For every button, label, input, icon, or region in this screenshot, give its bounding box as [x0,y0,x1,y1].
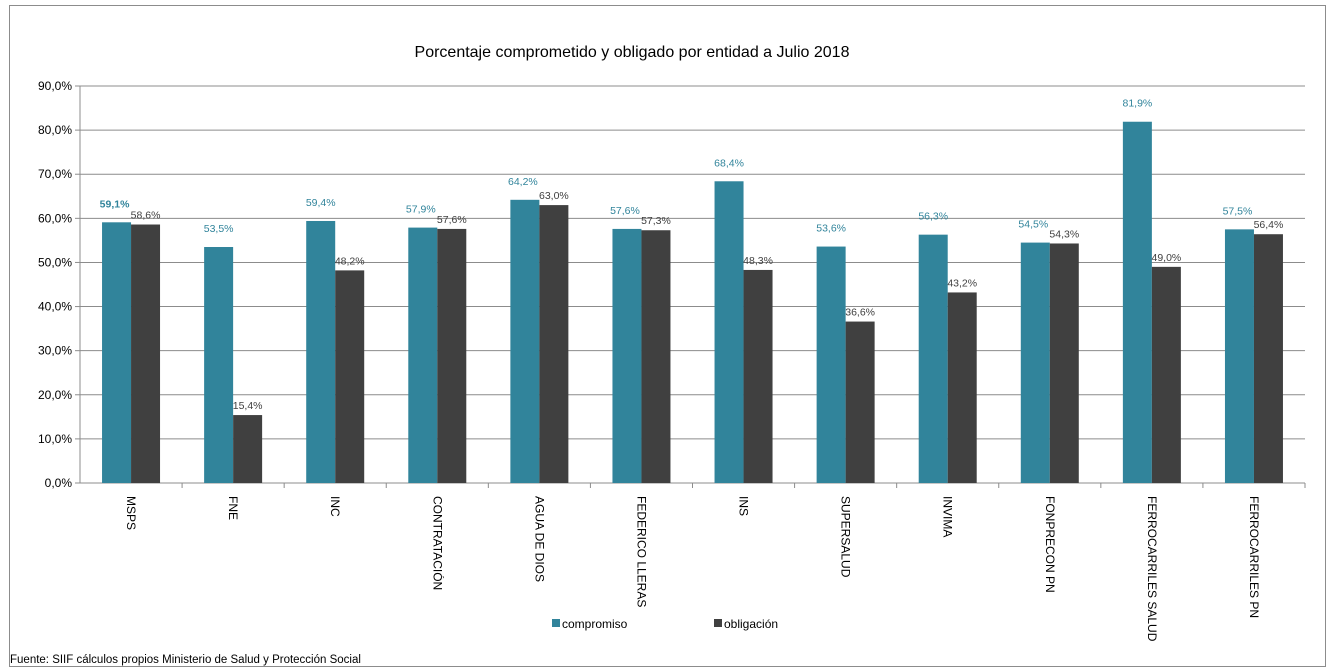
bar-compromiso [1224,229,1254,483]
y-tick-label: 50,0% [38,255,72,269]
bar-obligacin [437,228,467,483]
x-tick-label: SUPERSALUD [839,496,853,578]
x-tick-label: FERROCARRILES SALUD [1145,496,1159,642]
data-label: 56,4% [1254,219,1284,231]
data-label: 59,1% [100,198,130,210]
bar-compromiso [408,227,438,483]
bar-chart: Porcentaje comprometido y obligado por e… [38,44,1306,642]
x-tick-label: MSPS [124,496,138,530]
data-labels: 59,1%58,6%53,5%15,4%59,4%48,2%57,9%57,6%… [100,98,1284,412]
bar-compromiso [714,181,744,483]
legend-label: compromiso [562,617,628,631]
bar-compromiso [1122,121,1152,483]
bar-compromiso [918,234,948,483]
x-tick-label: FONPRECON PN [1043,496,1057,593]
legend-swatch [552,619,560,627]
x-tick-label: AGUA DE DIOS [532,496,546,582]
bar-compromiso [204,247,234,483]
bar-obligacin [539,205,569,483]
data-label: 81,9% [1122,98,1152,110]
bar-compromiso [816,246,846,483]
bar-obligacin [947,292,977,483]
bar-obligacin [743,269,773,483]
data-label: 64,2% [508,176,538,188]
data-label: 68,4% [714,157,744,169]
legend: compromiso obligación [552,617,778,631]
y-tick-label: 80,0% [38,123,72,137]
chart-title: Porcentaje comprometido y obligado por e… [415,44,850,61]
bar-compromiso [510,199,540,483]
chart-frame: Porcentaje comprometido y obligado por e… [9,5,1326,667]
bar-compromiso [306,220,336,484]
data-label: 56,3% [918,211,948,223]
data-label: 43,2% [947,277,977,289]
data-label: 59,4% [306,197,336,209]
bar-obligacin [641,230,671,483]
y-tick-label: 20,0% [38,388,72,402]
y-tick-label: 40,0% [38,300,72,314]
legend-swatch [714,619,722,627]
bar-compromiso [1020,242,1050,483]
data-label: 48,3% [743,255,773,267]
data-label: 48,2% [335,255,365,267]
bar-compromiso [612,228,642,483]
bar-obligacin [233,415,263,483]
y-tick-label: 60,0% [38,211,72,225]
x-tick-label: FERROCARRILES PN [1247,496,1261,618]
data-label: 57,6% [610,205,640,217]
bar-obligacin [131,224,161,483]
x-tick-label: INVIMA [941,496,955,537]
x-tick-label: INC [328,496,342,517]
bar-obligacin [335,270,365,483]
data-label: 54,5% [1018,219,1048,231]
data-label: 57,3% [641,215,671,227]
data-label: 57,6% [437,214,467,226]
bars [102,121,1283,484]
y-tick-label: 10,0% [38,432,72,446]
x-tick-label: INS [737,496,751,516]
axes: 0,0% 10,0% 20,0% 30,0% 40,0% 50,0% 60,0% 70,0% 8… [38,79,1306,490]
bar-compromiso [102,222,132,483]
y-tick-label: 90,0% [38,79,72,93]
y-tick-label: 0,0% [45,476,73,490]
data-label: 15,4% [233,400,263,412]
bar-obligacin [1151,266,1181,483]
y-tick-label: 70,0% [38,167,72,181]
data-label: 53,6% [816,223,846,235]
source-note: Fuente: SIIF cálculos propios Ministerio… [10,654,361,666]
legend-label: obligación [724,617,778,631]
bar-obligacin [1049,243,1079,483]
data-label: 49,0% [1151,252,1181,264]
data-label: 54,3% [1049,228,1079,240]
x-tick-labels: MSPS FNE INC CONTRATACIÓN AGUA DE DIOS FEDERI… [124,496,1261,642]
x-tick-label: CONTRATACIÓN [430,496,445,590]
data-label: 36,6% [845,307,875,319]
data-label: 53,5% [204,223,234,235]
gridlines [80,85,1305,440]
data-label: 63,0% [539,190,569,202]
data-label: 58,6% [131,210,161,222]
x-tick-label: FNE [226,496,240,520]
data-label: 57,9% [406,204,436,216]
bar-obligacin [845,321,875,483]
data-label: 57,5% [1223,205,1253,217]
x-tick-label: FEDERICO LLERAS [634,496,648,607]
y-tick-label: 30,0% [38,344,72,358]
bar-obligacin [1253,234,1283,483]
